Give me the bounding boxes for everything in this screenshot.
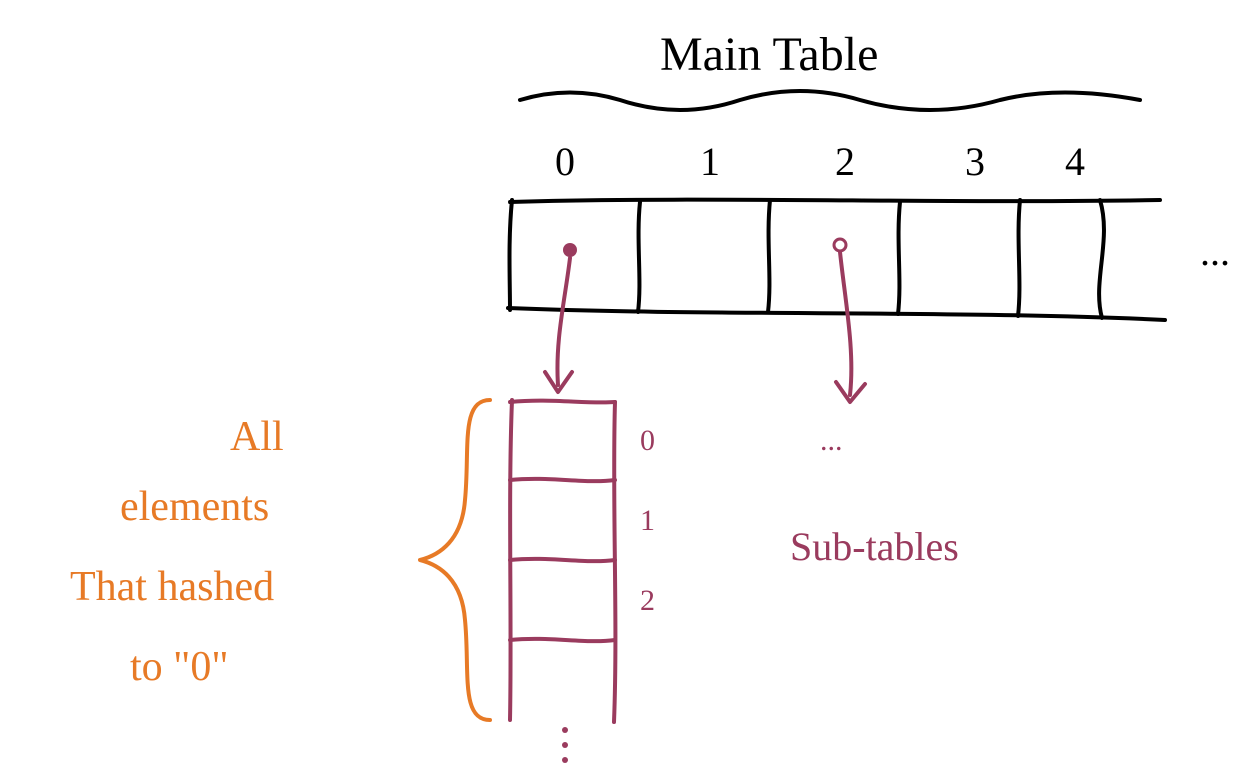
main-index-1: 1	[700, 139, 720, 184]
sub-index-1: 1	[640, 504, 655, 537]
pointer-arrow-0	[557, 258, 570, 385]
main-table-bottom	[508, 308, 1165, 320]
brace	[420, 400, 490, 720]
sub-index-0: 0	[640, 424, 655, 457]
subtable-top	[510, 401, 615, 403]
main-table-top	[510, 200, 1160, 202]
title-text: Main Table	[660, 28, 878, 81]
pointer-dot-1	[834, 239, 846, 251]
main-divider-2	[768, 200, 770, 312]
vdots-3	[562, 757, 568, 763]
main-divider-4	[1018, 200, 1020, 316]
main-divider-3	[898, 202, 900, 314]
pointer-arrow-1	[840, 252, 851, 395]
subtable-row-3	[510, 639, 615, 641]
annotation-line-1: elements	[120, 484, 269, 530]
subtable-row-2	[510, 559, 615, 561]
main-table-left	[510, 200, 513, 310]
sub-tables-label: Sub-tables	[790, 524, 959, 569]
main-index-2: 2	[835, 139, 855, 184]
annotation-line-2: That hashed	[70, 564, 274, 610]
vdots-1	[562, 727, 568, 733]
main-divider-1	[638, 202, 640, 312]
main-index-0: 0	[555, 139, 575, 184]
main-ellipsis: ...	[1200, 229, 1230, 274]
subtable-row-1	[510, 479, 615, 481]
annotation-line-0: All	[230, 414, 284, 460]
vdots-2	[562, 742, 568, 748]
title-underline	[520, 91, 1140, 110]
main-index-4: 4	[1065, 139, 1085, 184]
annotation-line-3: to "0"	[130, 644, 228, 690]
main-index-3: 3	[965, 139, 985, 184]
main-divider-5	[1099, 200, 1104, 318]
pointer-dot-0	[563, 243, 577, 257]
sub-ellipsis: ...	[820, 424, 843, 457]
sub-index-2: 2	[640, 584, 655, 617]
